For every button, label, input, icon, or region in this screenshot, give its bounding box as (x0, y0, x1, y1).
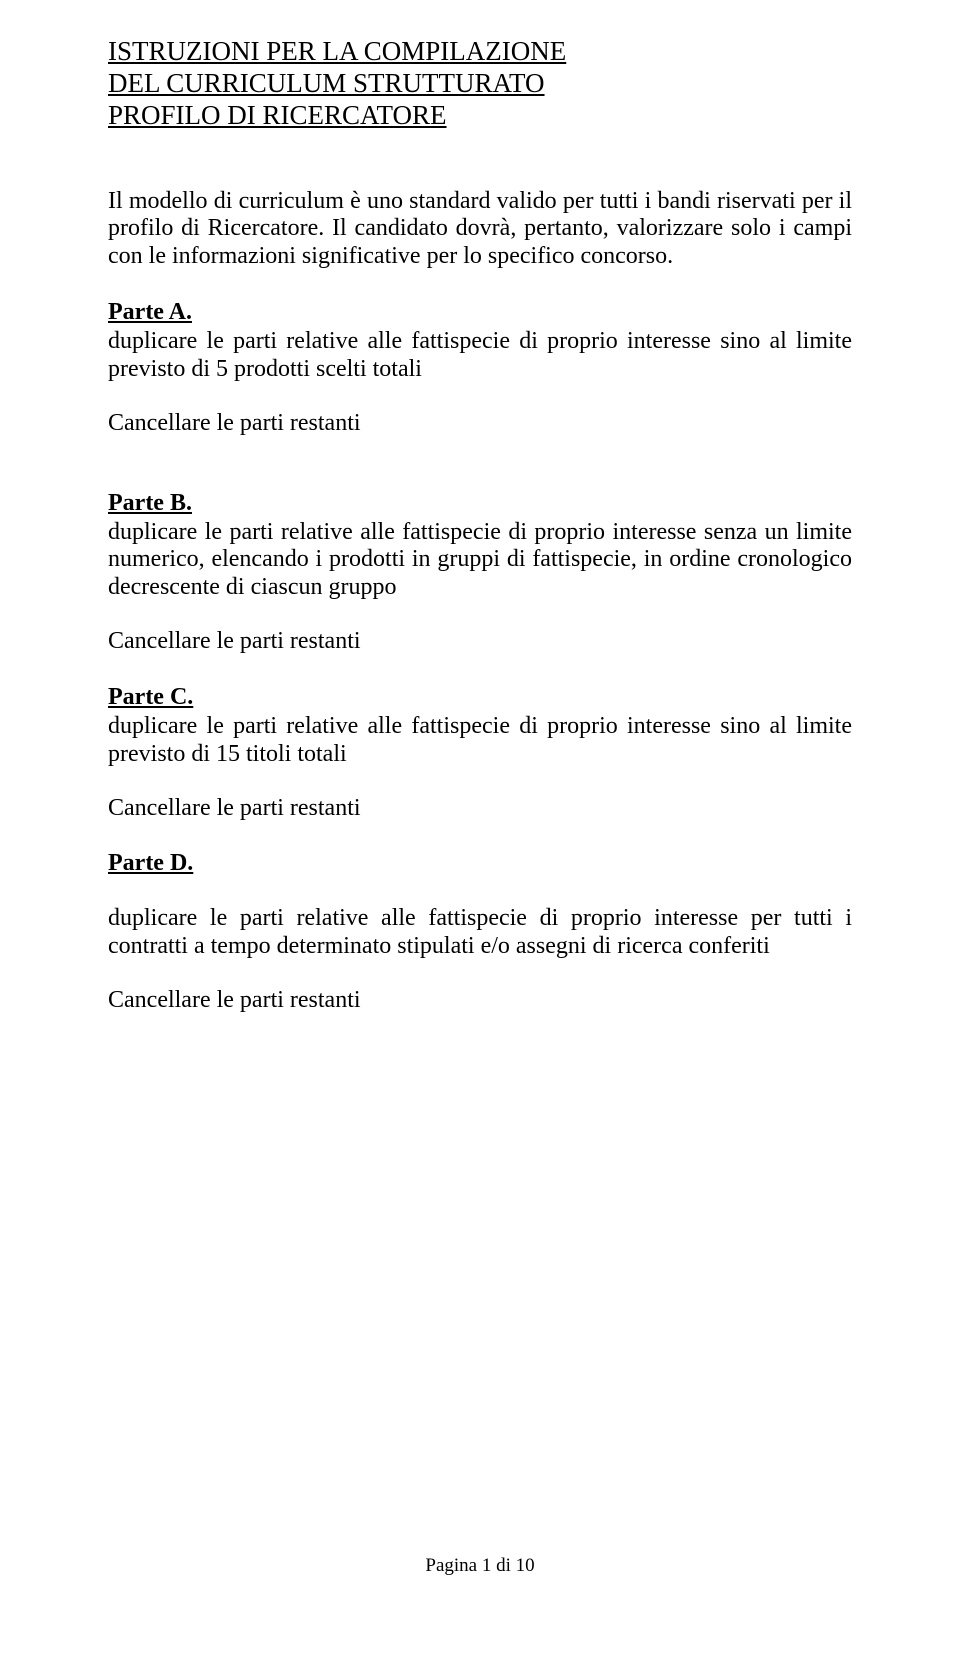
parte-c-body: duplicare le parti relative alle fattisp… (108, 713, 852, 769)
title-line-1: ISTRUZIONI PER LA COMPILAZIONE (108, 36, 852, 68)
parte-b-body: duplicare le parti relative alle fattisp… (108, 519, 852, 602)
parte-a-body: duplicare le parti relative alle fattisp… (108, 328, 852, 384)
parte-b-cancel: Cancellare le parti restanti (108, 628, 852, 656)
parte-c-heading: Parte C. (108, 684, 852, 711)
parte-a-cancel: Cancellare le parti restanti (108, 410, 852, 438)
parte-d-body: duplicare le parti relative alle fattisp… (108, 905, 852, 961)
parte-c-cancel: Cancellare le parti restanti (108, 795, 852, 823)
parte-d-heading: Parte D. (108, 850, 852, 877)
parte-a-heading: Parte A. (108, 299, 852, 326)
title-line-2: DEL CURRICULUM STRUTTURATO (108, 68, 852, 100)
parte-d-cancel: Cancellare le parti restanti (108, 987, 852, 1015)
document-title: ISTRUZIONI PER LA COMPILAZIONE DEL CURRI… (108, 36, 852, 132)
page-footer: Pagina 1 di 10 (0, 1555, 960, 1577)
title-line-3: PROFILO DI RICERCATORE (108, 100, 852, 132)
intro-paragraph: Il modello di curriculum è uno standard … (108, 188, 852, 271)
parte-b-heading: Parte B. (108, 490, 852, 517)
